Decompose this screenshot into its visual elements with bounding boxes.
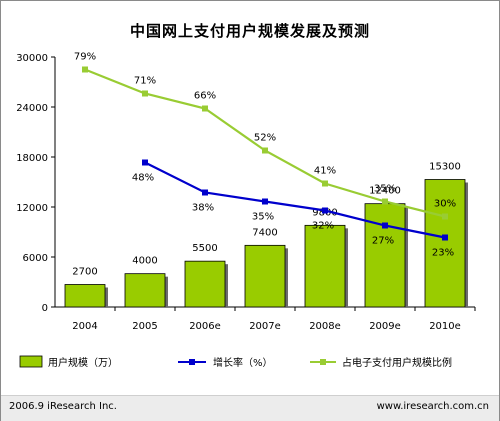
legend-label: 占电子支付用户规模比例 [342, 356, 452, 369]
line-point [82, 66, 88, 73]
bar-value-label: 7400 [252, 227, 277, 238]
footer-bar: 2006.9 iResearch Inc. www.iresearch.com.… [1, 395, 499, 421]
bar-value-label: 2700 [72, 267, 97, 278]
bar-value-label: 15300 [429, 162, 461, 173]
line-point [382, 198, 388, 205]
line-point [202, 105, 208, 112]
legend-swatch-marker [320, 359, 326, 365]
x-tick-label: 2008e [309, 321, 341, 332]
line-value-label: 27% [372, 236, 394, 247]
line-point [142, 159, 148, 166]
line-point [442, 234, 448, 241]
bar-value-label: 12400 [369, 186, 401, 197]
x-tick-label: 2006e [189, 321, 221, 332]
line-point [382, 222, 388, 229]
line-value-label: 38% [192, 203, 214, 214]
line-point [322, 207, 328, 214]
bar [244, 244, 286, 308]
line-value-label: 35% [374, 184, 396, 195]
legend-swatch-bar [19, 355, 43, 368]
line-value-label: 30% [434, 199, 456, 210]
legend: 用户规模（万） 增长率（%） 占电子支付用户规模比例 [19, 355, 452, 369]
y-tick-label: 6000 [23, 253, 48, 264]
x-tick-label: 2005 [132, 321, 157, 332]
bar-value-label: 5500 [192, 243, 217, 254]
bar-value-label: 4000 [132, 256, 157, 267]
growth-line [144, 161, 446, 239]
legend-label: 用户规模（万） [48, 356, 118, 369]
legend-swatch-marker [189, 359, 195, 365]
line-point [442, 213, 448, 220]
y-axis: 0 6000 12000 18000 24000 30000 [16, 53, 56, 314]
x-tick-label: 2004 [72, 321, 97, 332]
bar [364, 203, 406, 308]
y-tick-label: 12000 [16, 203, 48, 214]
bar [424, 179, 466, 308]
bar [64, 284, 106, 308]
line-value-label: 79% [74, 52, 96, 63]
y-tick-label: 18000 [16, 153, 48, 164]
chart-title: 中国网上支付用户规模发展及预测 [129, 22, 370, 40]
line-value-label: 52% [254, 133, 276, 144]
line-value-label: 32% [312, 221, 334, 232]
y-tick-label: 0 [42, 303, 48, 314]
x-tick-label: 2009e [369, 321, 401, 332]
line-point [142, 90, 148, 97]
bar [304, 224, 346, 308]
y-tick-label: 24000 [16, 103, 48, 114]
x-tick-label: 2007e [249, 321, 281, 332]
line-point [202, 189, 208, 196]
legend-label: 增长率（%） [213, 356, 273, 369]
bar [124, 273, 166, 308]
x-axis: 2004 2005 2006e 2007e 2008e 2009e 2010e [55, 306, 476, 332]
line-series: 79% 71% 66% 52% 41% 35% 30% 48% 38% 35% 32% 27% 23% [74, 52, 456, 259]
line-value-label: 66% [194, 91, 216, 102]
x-tick-label: 2010e [429, 321, 461, 332]
line-point [262, 147, 268, 154]
line-value-label: 41% [314, 166, 336, 177]
y-tick-label: 30000 [16, 53, 48, 64]
bar [184, 260, 226, 308]
bar-series: 270040005500740098001240015300 [64, 162, 468, 308]
footer-copyright: 2006.9 iResearch Inc. [9, 401, 117, 412]
line-value-label: 71% [134, 76, 156, 87]
line-value-label: 35% [252, 212, 274, 223]
line-point [262, 198, 268, 205]
footer-url[interactable]: www.iresearch.com.cn [376, 401, 489, 412]
line-value-label: 48% [132, 173, 154, 184]
line-value-label: 23% [432, 248, 454, 259]
line-point [322, 180, 328, 187]
